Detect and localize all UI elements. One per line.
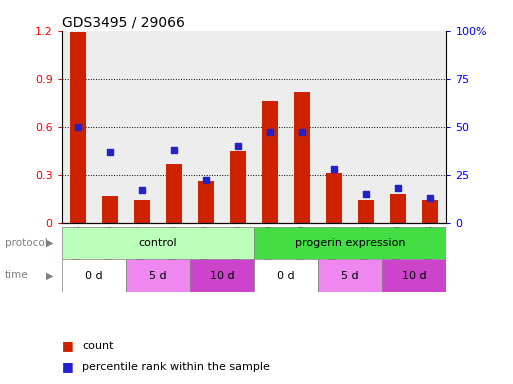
Bar [254,259,318,292]
Bar [93,31,126,223]
Point [298,129,306,136]
Bar [62,227,254,259]
Point [394,185,402,191]
Bar [134,200,150,223]
Text: 5 d: 5 d [341,270,359,281]
Text: 10 d: 10 d [209,270,234,281]
Bar [294,91,310,223]
Bar [70,32,86,223]
Bar [230,151,246,223]
Text: ▶: ▶ [46,238,54,248]
Point [202,177,210,184]
Point [234,143,242,149]
Point [73,124,82,130]
Text: ■: ■ [62,360,73,373]
Text: control: control [139,238,177,248]
Text: 5 d: 5 d [149,270,167,281]
Point [330,166,338,172]
Bar [62,31,93,223]
Bar [62,259,126,292]
Text: 0 d: 0 d [277,270,295,281]
Point [137,187,146,193]
Bar [254,227,446,259]
Bar [390,194,406,223]
Bar [415,31,446,223]
Text: GDS3495 / 29066: GDS3495 / 29066 [62,16,185,30]
Bar [126,31,158,223]
Bar [158,31,190,223]
Bar [326,173,342,223]
Bar [198,181,214,223]
Point [266,129,274,136]
Bar [358,200,374,223]
Point [106,149,114,155]
Point [426,195,435,201]
Text: 10 d: 10 d [402,270,427,281]
Bar [254,31,286,223]
Bar [350,31,382,223]
Text: progerin expression: progerin expression [295,238,405,248]
Bar [102,195,117,223]
Text: ■: ■ [62,339,73,352]
Bar [126,259,190,292]
Bar [318,31,350,223]
Bar [286,31,318,223]
Bar [318,259,382,292]
Text: 0 d: 0 d [85,270,103,281]
Text: protocol: protocol [5,238,48,248]
Text: ▶: ▶ [46,270,54,280]
Text: percentile rank within the sample: percentile rank within the sample [82,362,270,372]
Text: count: count [82,341,113,351]
Bar [190,31,222,223]
Bar [382,259,446,292]
Bar [422,200,438,223]
Bar [382,31,415,223]
Point [170,147,178,153]
Bar [190,259,254,292]
Bar [222,31,254,223]
Bar [262,101,278,223]
Text: time: time [5,270,29,280]
Point [362,191,370,197]
Bar [166,164,182,223]
